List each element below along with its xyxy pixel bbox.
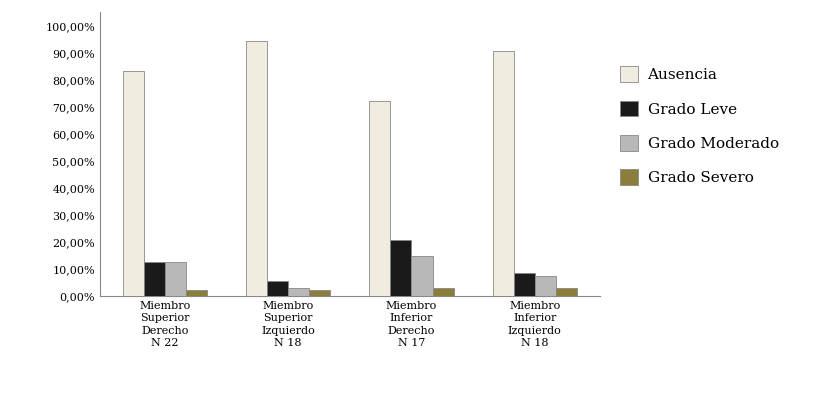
Bar	[412, 256, 432, 296]
Bar	[122, 71, 144, 296]
Bar	[492, 51, 514, 296]
Bar	[246, 41, 267, 296]
Bar	[186, 290, 207, 296]
Bar	[165, 261, 186, 296]
Bar	[432, 288, 454, 296]
Bar	[535, 277, 556, 296]
Bar	[391, 240, 412, 296]
Legend: Ausencia, Grado Leve, Grado Moderado, Grado Severo: Ausencia, Grado Leve, Grado Moderado, Gr…	[612, 59, 786, 193]
Bar	[288, 289, 309, 296]
Bar	[514, 273, 535, 296]
Bar	[556, 289, 577, 296]
Bar	[144, 261, 165, 296]
Bar	[267, 281, 288, 296]
Bar	[369, 101, 391, 296]
Bar	[309, 290, 331, 296]
